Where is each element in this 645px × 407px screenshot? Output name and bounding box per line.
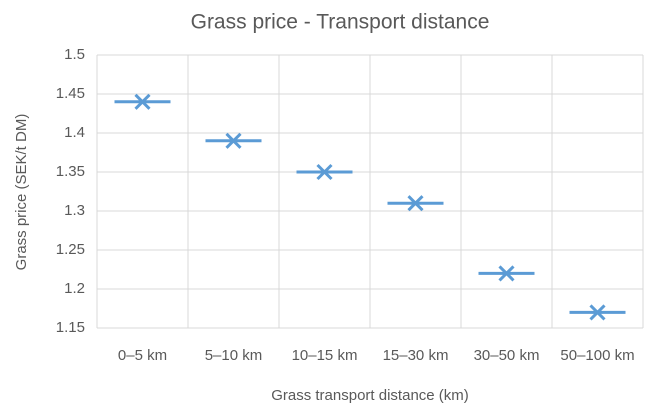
y-axis-title: Grass price (SEK/t DM) [13, 114, 30, 271]
y-tick-label: 1.4 [64, 124, 85, 141]
x-tick-label: 15–30 km [383, 347, 449, 364]
y-tick-label: 1.35 [56, 163, 85, 180]
chart-title: Grass price - Transport distance [191, 11, 490, 34]
x-axis-title: Grass transport distance (km) [271, 387, 469, 404]
marker [296, 163, 353, 181]
marker [478, 265, 535, 282]
x-tick-label: 0–5 km [118, 347, 167, 364]
y-tick-label: 1.45 [56, 85, 85, 102]
x-tick-label: 30–50 km [474, 347, 540, 364]
y-tick-label: 1.15 [56, 319, 85, 336]
x-tick-label: 50–100 km [560, 347, 634, 364]
marker [569, 304, 626, 321]
y-tick-label: 1.25 [56, 241, 85, 258]
marker [114, 93, 171, 110]
marker [205, 132, 262, 149]
y-tick-label: 1.3 [64, 202, 85, 219]
marker [387, 195, 444, 212]
x-tick-label: 10–15 km [292, 347, 358, 364]
x-tick-label: 5–10 km [205, 347, 263, 364]
y-tick-label: 1.2 [64, 280, 85, 297]
y-tick-label: 1.5 [64, 46, 85, 63]
